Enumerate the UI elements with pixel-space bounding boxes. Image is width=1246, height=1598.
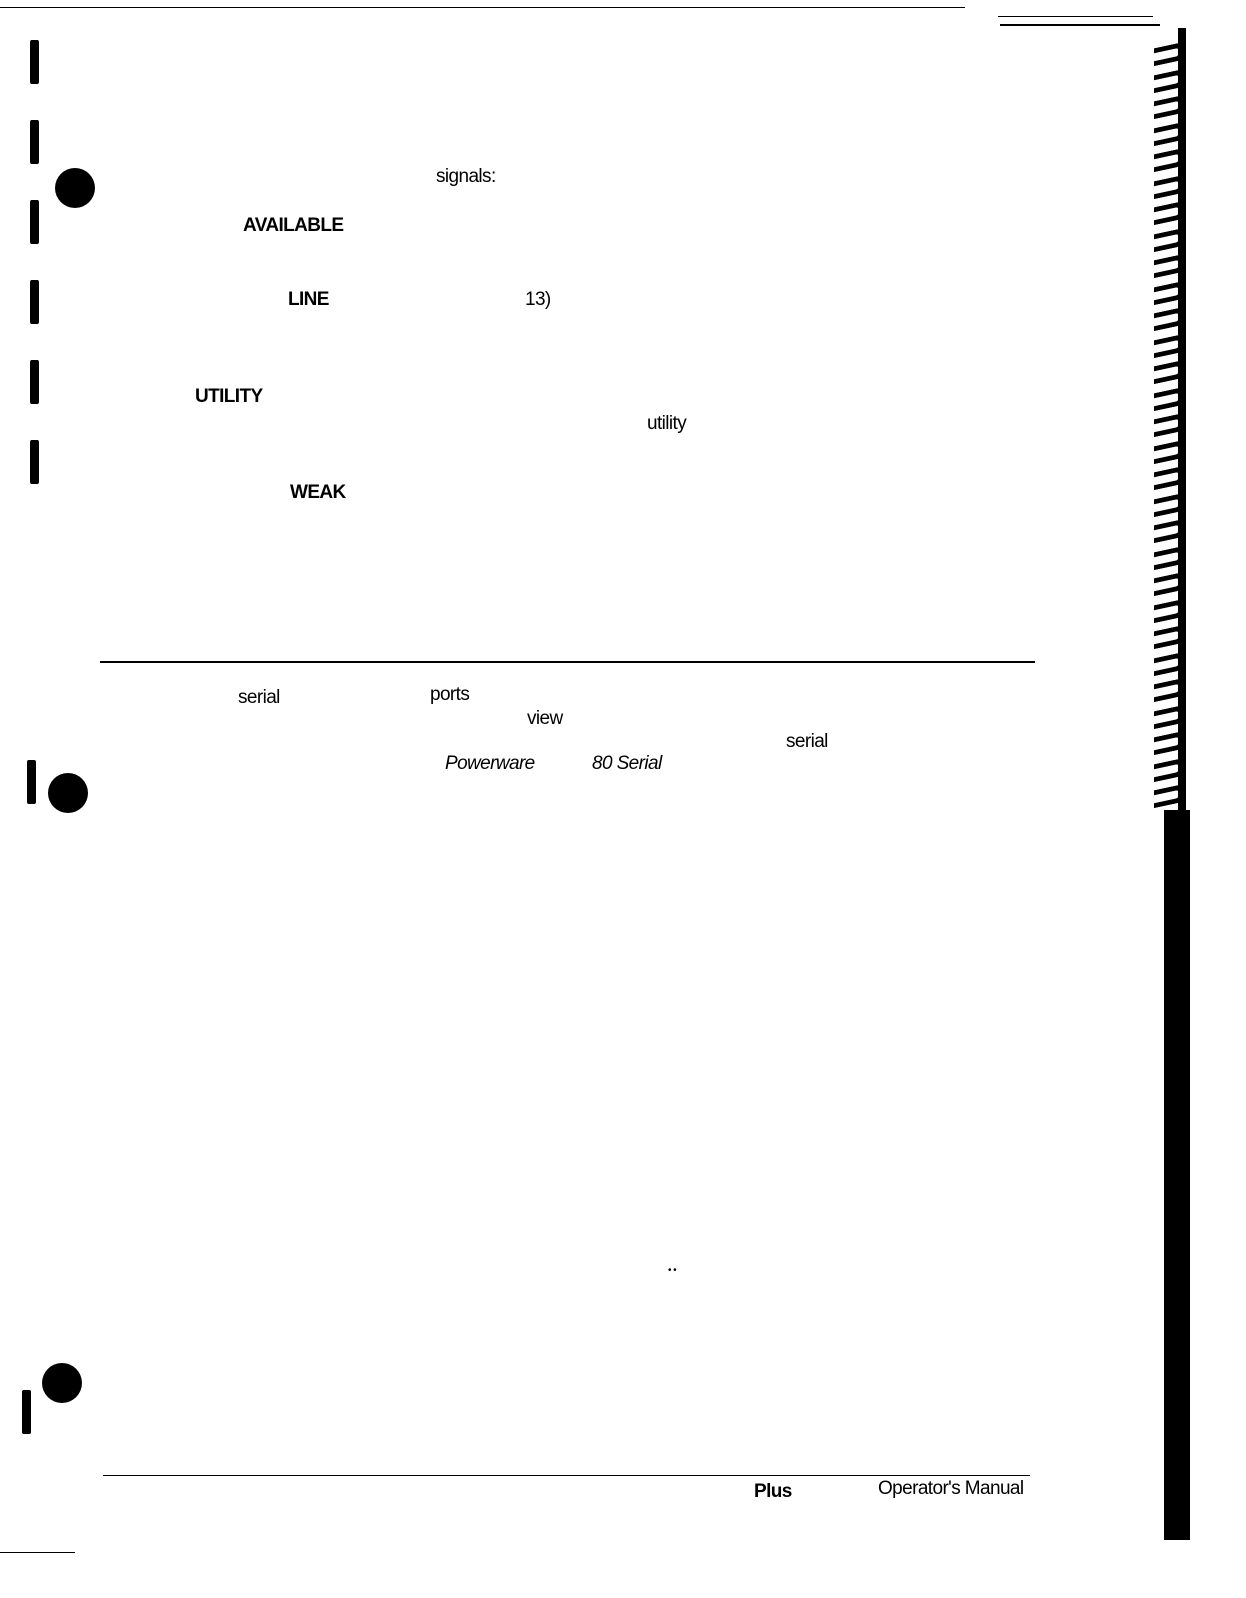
footer-manual-title: Operator's Manual [878,1478,1024,1499]
word-line: LINE [288,289,329,310]
word-80-serial: 80 Serial [592,753,662,774]
word-serial: serial [238,687,280,708]
word-weak: WEAK [290,482,346,503]
word-signals: signals: [436,166,496,187]
top-right-rule [998,16,1153,17]
top-right-rule-2 [1000,24,1160,26]
word-utility-caps: UTILITY [195,386,263,407]
word-ref-13: 13) [525,289,551,310]
section-rule [100,661,1035,663]
binding-spine [1164,810,1190,1540]
footer-plus: Plus [754,1481,792,1502]
word-powerware: Powerware [445,753,535,774]
word-available: AVAILABLE [243,215,344,236]
word-ports: ports [430,684,470,705]
bottom-left-rule [0,1552,75,1553]
word-view: view [527,708,563,729]
top-rule [0,7,965,8]
footer-rule [103,1475,1030,1476]
word-utility: utility [647,413,687,434]
binding-spine-top [1178,28,1186,810]
word-serial-2: serial [786,731,828,752]
stray-marks: • • [668,1265,677,1276]
